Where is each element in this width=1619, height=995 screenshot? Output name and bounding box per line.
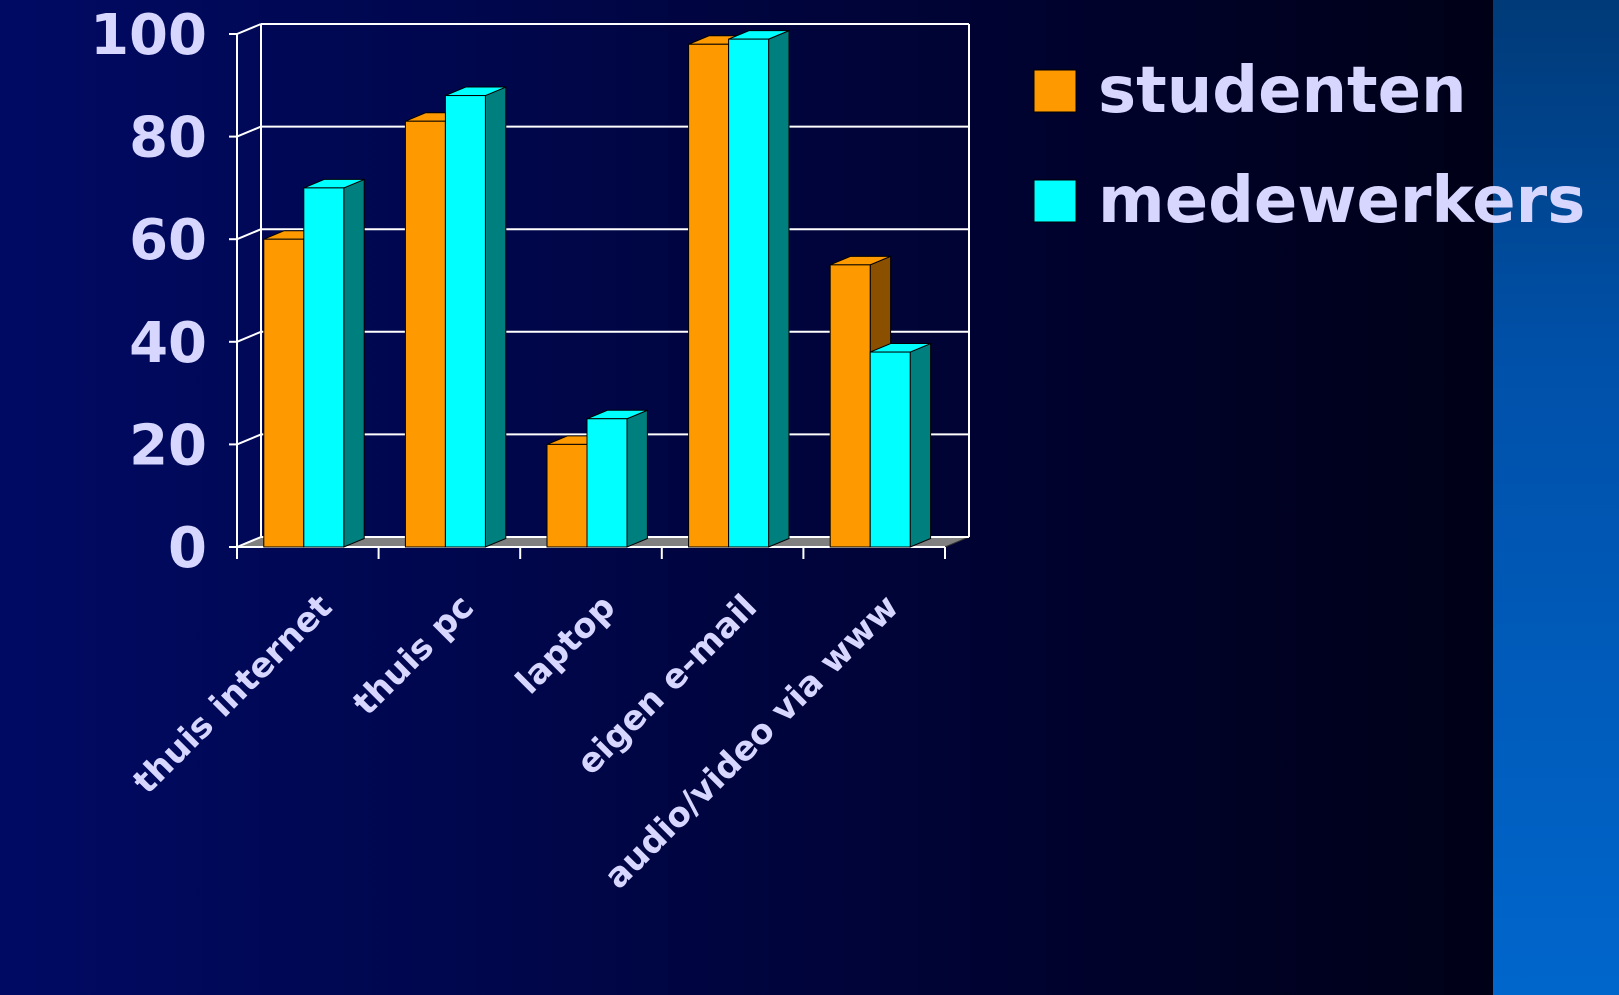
bar-medewerkers <box>869 342 932 548</box>
bar-side <box>626 409 648 548</box>
legend-label-medewerkers: medewerkers <box>1098 164 1585 238</box>
legend-swatch-medewerkers <box>1033 179 1077 223</box>
y-tick-label: 60 <box>129 208 207 273</box>
legend-swatch-studenten <box>1033 69 1077 113</box>
x-category-label: laptop <box>508 587 623 702</box>
bar-side <box>909 342 932 548</box>
bar-medewerkers <box>586 409 648 548</box>
bar-side <box>343 178 365 548</box>
bar-front <box>869 351 911 548</box>
x-category-label: thuis pc <box>345 587 481 723</box>
bar-side <box>484 86 507 548</box>
y-tick-label: 80 <box>129 106 207 171</box>
legend: studenten medewerkers <box>1033 54 1585 238</box>
y-axis-ticks: 0 20 40 60 80 100 <box>90 3 207 581</box>
gridline-side <box>236 433 262 446</box>
x-category-label: audio/video via www <box>597 587 907 897</box>
y-tick-label: 40 <box>129 311 207 376</box>
bar-front <box>728 38 770 548</box>
gridline-side <box>236 536 262 548</box>
bar-medewerkers <box>303 178 365 548</box>
bars-layer <box>263 29 932 548</box>
gridline-side <box>236 330 262 343</box>
bar-front <box>546 443 588 548</box>
bar-medewerkers <box>444 86 507 548</box>
bar-front <box>586 418 628 548</box>
x-category-label: thuis internet <box>125 587 340 802</box>
side-decoration-bar <box>1493 0 1619 995</box>
bar-front <box>404 120 446 548</box>
bar-front <box>829 264 871 548</box>
bar-front <box>303 187 345 548</box>
legend-label-studenten: studenten <box>1098 54 1467 128</box>
y-tick-label: 0 <box>168 516 207 581</box>
y-tick-label: 100 <box>90 3 207 68</box>
gridline-side <box>236 23 262 35</box>
bar-front <box>444 95 486 548</box>
gridline-side <box>236 228 262 241</box>
bar-side <box>768 29 790 548</box>
bar-front <box>263 238 305 548</box>
bar-front <box>688 43 730 548</box>
bar-medewerkers <box>728 29 790 548</box>
y-tick-label: 20 <box>129 413 207 478</box>
gridline-side <box>236 125 262 138</box>
